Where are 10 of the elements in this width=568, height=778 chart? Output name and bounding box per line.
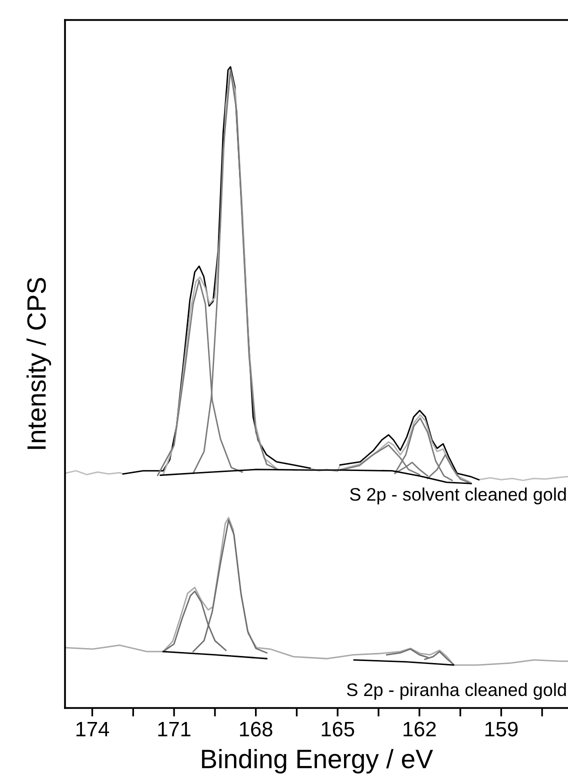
x-tick-label: 174 [76, 722, 110, 736]
x-tick-label: 162 [404, 722, 436, 736]
x-tick-label: 168 [240, 722, 272, 736]
x-tick-label: 171 [158, 722, 190, 736]
x-tick-label: 159 [485, 722, 518, 736]
x-tick-label: 165 [322, 722, 354, 736]
annotation: S 2p - solvent cleaned gold [350, 488, 566, 504]
annotation: S 2p - piranha cleaned gold [346, 682, 566, 700]
x-axis-title: Binding Energy / eV [202, 748, 434, 774]
y-axis-title: Intensity / CPS [26, 278, 52, 449]
